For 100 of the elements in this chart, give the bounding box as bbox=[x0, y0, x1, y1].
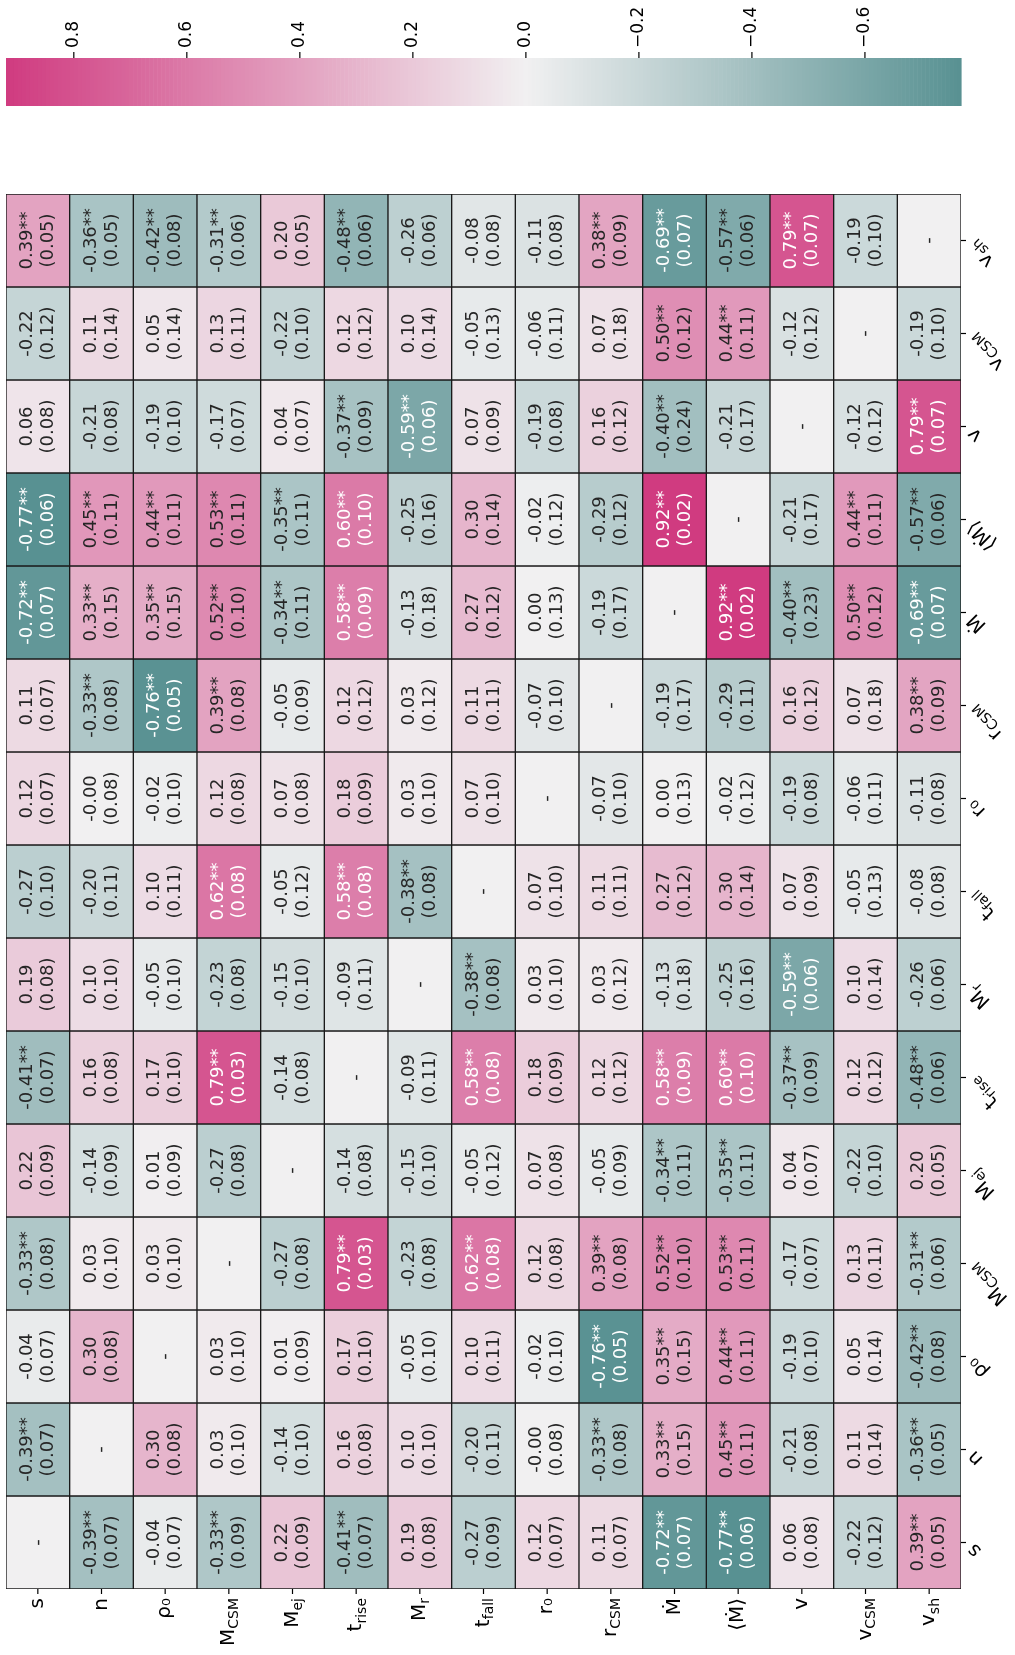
data-label: 0.12 (0.07) bbox=[524, 1515, 567, 1570]
y-tick-label: tfall bbox=[968, 886, 999, 926]
data-label: -0.09 (0.11) bbox=[333, 957, 376, 1012]
x-tick-label: Mr bbox=[406, 1597, 433, 1622]
data-label: -0.21 (0.17) bbox=[715, 399, 758, 454]
y-tick-label: ⟨Ṁ⟩ bbox=[961, 516, 1002, 557]
data-label: -0.02 (0.10) bbox=[142, 771, 185, 826]
data-label: -0.20 (0.11) bbox=[78, 864, 121, 919]
data-label: 0.44** (0.11) bbox=[842, 490, 885, 549]
data-label: -0.23 (0.08) bbox=[397, 1236, 440, 1291]
x-tick-label: Ṁ bbox=[660, 1597, 685, 1616]
color-bar-label: −0.2 bbox=[627, 6, 648, 48]
text: - bbox=[89, 1446, 111, 1453]
data-label: -0.05 (0.10) bbox=[142, 957, 185, 1012]
data-label: -0.22 (0.12) bbox=[842, 1515, 885, 1570]
x-tick-label: tfall bbox=[469, 1597, 497, 1628]
data-label: -0.14 (0.08) bbox=[269, 1050, 312, 1105]
x-tick-label: v bbox=[788, 1597, 813, 1610]
data-label: 0.39** (0.08) bbox=[588, 1234, 631, 1293]
data-label: -0.08 (0.08) bbox=[460, 213, 503, 268]
data-label: 0.12 (0.12) bbox=[588, 1050, 631, 1105]
data-label: -0.57** (0.06) bbox=[715, 208, 758, 273]
x-tick-label: ρ₀ bbox=[151, 1597, 176, 1619]
data-label: -0.21 (0.08) bbox=[78, 399, 121, 454]
data-label: 0.44** (0.11) bbox=[715, 1327, 758, 1386]
data-label: 0.53** (0.11) bbox=[715, 1234, 758, 1293]
data-label: -0.17 (0.07) bbox=[206, 399, 249, 454]
x-tick-label: vCSM bbox=[851, 1597, 879, 1641]
data-label: 0.07 (0.18) bbox=[842, 678, 885, 733]
data-label: -0.12 (0.12) bbox=[779, 306, 822, 361]
data-label: 0.12 (0.12) bbox=[333, 678, 376, 733]
data-label: -0.15 (0.10) bbox=[269, 957, 312, 1012]
data-label: -0.22 (0.10) bbox=[842, 1143, 885, 1198]
data-label: 0.38** (0.09) bbox=[588, 211, 631, 270]
data-label: 0.58** (0.08) bbox=[460, 1048, 503, 1107]
data-label: 0.62** (0.08) bbox=[460, 1234, 503, 1293]
data-label: 0.11 (0.14) bbox=[842, 1422, 885, 1477]
data-label: 0.01 (0.09) bbox=[269, 1329, 312, 1384]
data-label: 0.27 (0.12) bbox=[460, 585, 503, 640]
data-label: 0.50** (0.12) bbox=[842, 583, 885, 642]
data-label: 0.39** (0.05) bbox=[15, 211, 58, 270]
data-label: -0.77** (0.06) bbox=[15, 487, 58, 552]
data-label: 0.45** (0.11) bbox=[78, 490, 121, 549]
data-label: 0.79** (0.07) bbox=[779, 211, 822, 270]
text: - bbox=[916, 237, 938, 244]
data-label: -0.11 (0.08) bbox=[906, 771, 949, 826]
data-label: 0.18 (0.09) bbox=[524, 1050, 567, 1105]
data-label: -0.05 (0.09) bbox=[588, 1143, 631, 1198]
x-tick-label: ⟨Ṁ⟩ bbox=[724, 1597, 749, 1631]
data-label: 0.11 (0.07) bbox=[588, 1515, 631, 1570]
data-label: -0.05 (0.13) bbox=[842, 864, 885, 919]
data-label: -0.34** (0.11) bbox=[269, 580, 312, 645]
data-label: -0.25 (0.16) bbox=[397, 492, 440, 547]
data-label: -0.42** (0.08) bbox=[906, 1324, 949, 1389]
data-label: 0.27 (0.12) bbox=[651, 864, 694, 919]
data-label: -0.19 (0.10) bbox=[842, 213, 885, 268]
data-label: 0.07 (0.08) bbox=[524, 1143, 567, 1198]
data-label: 0.12 (0.12) bbox=[842, 1050, 885, 1105]
data-label: -0.77** (0.06) bbox=[715, 1510, 758, 1575]
text: - bbox=[471, 888, 493, 895]
data-label: 0.06 (0.08) bbox=[779, 1515, 822, 1570]
data-label: -0.22 (0.12) bbox=[15, 306, 58, 361]
data-label: 0.07 (0.09) bbox=[460, 399, 503, 454]
y-tick-label: Mej bbox=[968, 1165, 1000, 1206]
data-label: -0.33** (0.08) bbox=[78, 673, 121, 738]
data-label: 0.12 (0.08) bbox=[524, 1236, 567, 1291]
data-label: -0.72** (0.07) bbox=[15, 580, 58, 645]
x-tick-label: trise bbox=[342, 1597, 369, 1632]
data-label: 0.22 (0.09) bbox=[269, 1515, 312, 1570]
data-label: -0.05 (0.12) bbox=[460, 1143, 503, 1198]
data-label: 0.60** (0.10) bbox=[333, 490, 376, 549]
data-label: 0.33** (0.15) bbox=[78, 583, 121, 642]
data-label: -0.37** (0.09) bbox=[333, 394, 376, 459]
data-label: -0.41** (0.07) bbox=[15, 1045, 58, 1110]
data-label: -0.69** (0.07) bbox=[906, 580, 949, 645]
data-label: 0.45** (0.11) bbox=[715, 1420, 758, 1479]
data-label: 0.22 (0.09) bbox=[15, 1143, 58, 1198]
data-label: 0.17 (0.10) bbox=[333, 1329, 376, 1384]
data-label: -0.33** (0.08) bbox=[588, 1417, 631, 1482]
x-tick-label: vsh bbox=[915, 1598, 942, 1626]
data-label: 0.20 (0.05) bbox=[269, 213, 312, 268]
data-label: 0.19 (0.08) bbox=[397, 1515, 440, 1570]
x-tick-label: rCSM bbox=[597, 1597, 624, 1637]
data-label: 0.11 (0.07) bbox=[15, 678, 58, 733]
data-label: 0.10 (0.14) bbox=[397, 306, 440, 361]
data-label: 0.10 (0.10) bbox=[78, 957, 121, 1012]
data-label: 0.03 (0.10) bbox=[206, 1422, 249, 1477]
data-label: 0.52** (0.10) bbox=[206, 583, 249, 642]
data-label: -0.06 (0.11) bbox=[524, 306, 567, 361]
data-label: -0.39** (0.07) bbox=[78, 1510, 121, 1575]
data-label: -0.11 (0.08) bbox=[524, 213, 567, 268]
color-bar-label: −0.6 bbox=[853, 6, 874, 48]
data-label: 0.19 (0.08) bbox=[15, 957, 58, 1012]
data-label: -0.41** (0.07) bbox=[333, 1510, 376, 1575]
data-label: -0.25 (0.16) bbox=[715, 957, 758, 1012]
data-label: 0.39** (0.08) bbox=[206, 676, 249, 735]
color-bar-label: 0.4 bbox=[288, 20, 309, 48]
y-tick-label: ρ₀ bbox=[961, 1353, 993, 1385]
y-tick-label: n bbox=[961, 1446, 988, 1473]
data-label: 0.07 (0.08) bbox=[269, 771, 312, 826]
